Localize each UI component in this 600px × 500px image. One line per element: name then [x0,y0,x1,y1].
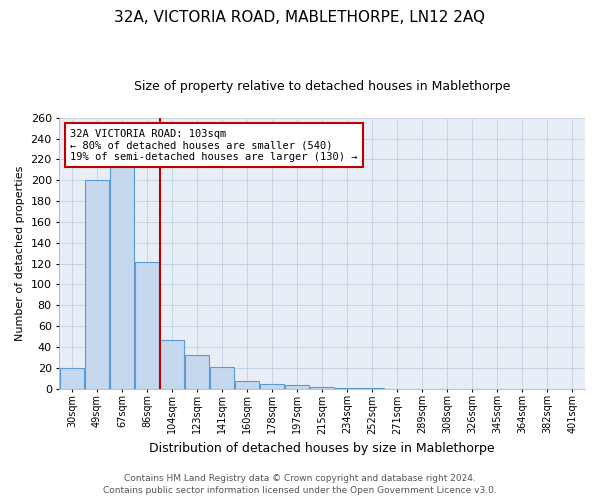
X-axis label: Distribution of detached houses by size in Mablethorpe: Distribution of detached houses by size … [149,442,495,455]
Bar [160,340,184,388]
Bar [286,386,309,388]
Bar [110,166,134,388]
Bar [60,368,84,388]
Bar [210,366,234,388]
Text: 32A VICTORIA ROAD: 103sqm
← 80% of detached houses are smaller (540)
19% of semi: 32A VICTORIA ROAD: 103sqm ← 80% of detac… [70,128,358,162]
Bar [135,262,159,388]
Text: Contains HM Land Registry data © Crown copyright and database right 2024.
Contai: Contains HM Land Registry data © Crown c… [103,474,497,495]
Bar [235,382,259,388]
Title: Size of property relative to detached houses in Mablethorpe: Size of property relative to detached ho… [134,80,511,93]
Bar [185,356,209,388]
Y-axis label: Number of detached properties: Number of detached properties [15,166,25,341]
Bar [260,384,284,388]
Bar [85,180,109,388]
Bar [310,386,334,388]
Text: 32A, VICTORIA ROAD, MABLETHORPE, LN12 2AQ: 32A, VICTORIA ROAD, MABLETHORPE, LN12 2A… [115,10,485,25]
